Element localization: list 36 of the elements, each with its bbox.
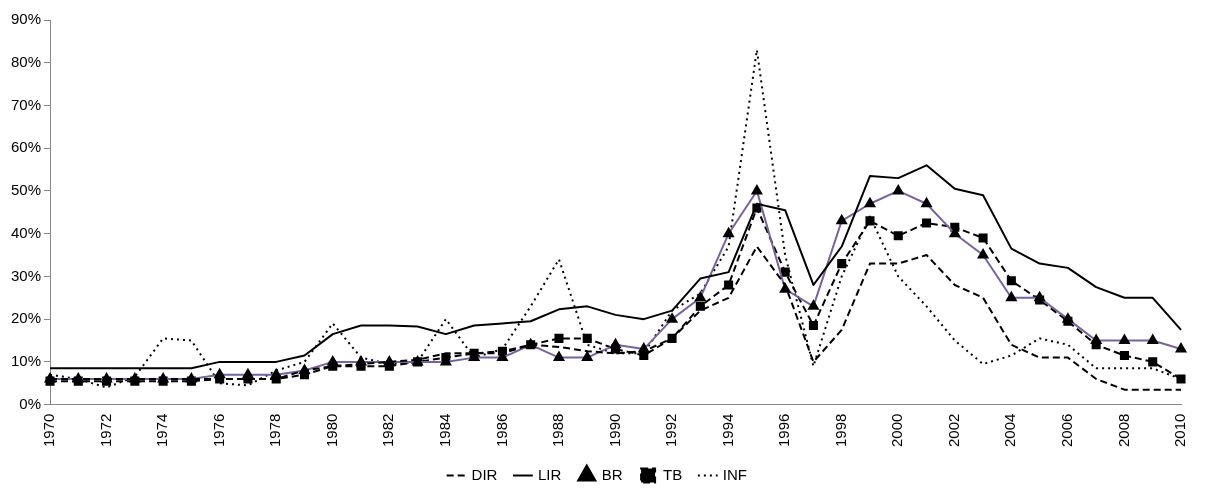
y-tick-label: 30%: [10, 266, 42, 284]
x-tick-label: 1978: [266, 413, 284, 448]
legend-label: BR: [601, 465, 623, 483]
y-tick-label: 80%: [10, 52, 42, 70]
x-tick-label: 1974: [153, 413, 171, 448]
x-tick-label: 2010: [1171, 413, 1189, 448]
x-tick-label: 1980: [322, 413, 340, 448]
x-tick-label: 1984: [436, 413, 453, 448]
x-tick-label: 1986: [492, 413, 510, 448]
y-tick-label: 0%: [19, 394, 42, 412]
x-tick-label: 1994: [718, 413, 736, 448]
x-tick-label: 2000: [888, 413, 906, 448]
y-tick-label: 40%: [10, 223, 42, 241]
x-tick-label: 1976: [209, 413, 227, 448]
legend-label: LIR: [537, 465, 562, 483]
x-tick-label: 2008: [1114, 413, 1132, 448]
x-tick-label: 2002: [944, 413, 962, 448]
x-tick-label: 1996: [775, 413, 793, 448]
legend-label: DIR: [471, 465, 498, 483]
x-tick-label: 1972: [96, 413, 114, 448]
y-tick-label: 90%: [10, 10, 42, 28]
y-tick-label: 70%: [10, 95, 42, 113]
x-tick-label: 1998: [831, 413, 849, 448]
x-tick-label: 1982: [379, 413, 397, 448]
y-tick-label: 60%: [10, 138, 42, 156]
x-tick-label: 1992: [662, 413, 680, 448]
legend-label: INF: [722, 465, 747, 483]
legend-label: TB: [663, 465, 683, 483]
x-tick-label: 1988: [549, 413, 567, 448]
x-tick-label: 2004: [1001, 413, 1019, 448]
y-tick-label: 50%: [10, 181, 42, 199]
y-tick-label: 20%: [10, 309, 42, 327]
x-tick-label: 1970: [40, 413, 58, 448]
x-tick-label: 1990: [605, 413, 623, 448]
x-tick-label: 2006: [1058, 413, 1076, 448]
y-tick-label: 10%: [10, 352, 42, 370]
